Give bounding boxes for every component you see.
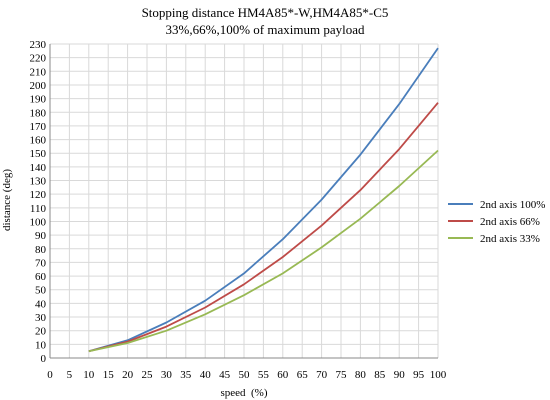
y-tick-label: 200 <box>30 80 47 92</box>
x-tick-label: 75 <box>336 369 348 381</box>
legend-label: 2nd axis 66% <box>480 216 540 228</box>
chart-title: Stopping distance HM4A85*-W,HM4A85*-C5 <box>142 5 389 20</box>
x-tick-label: 40 <box>200 369 212 381</box>
y-tick-label: 50 <box>35 285 47 297</box>
y-tick-label: 140 <box>30 162 47 174</box>
y-tick-label: 30 <box>35 312 47 324</box>
x-tick-label: 60 <box>277 369 289 381</box>
y-tick-label: 210 <box>30 66 47 78</box>
y-tick-label: 60 <box>35 271 47 283</box>
y-tick-label: 100 <box>30 216 47 228</box>
y-tick-label: 160 <box>30 135 47 147</box>
x-axis: 0 5 10 15 20 25 30 35 40 45 50 55 60 65 70 75 80 85 90 95 10… <box>47 369 447 381</box>
y-tick-label: 230 <box>30 39 47 51</box>
chart-subtitle: 33%,66%,100% of maximum payload <box>166 22 365 37</box>
y-tick-label: 90 <box>35 230 47 242</box>
y-tick-label: 190 <box>30 94 47 106</box>
x-tick-label: 50 <box>239 369 251 381</box>
x-tick-label: 85 <box>374 369 386 381</box>
y-axis-label: distance (deg) <box>1 169 13 231</box>
x-tick-label: 65 <box>297 369 309 381</box>
x-tick-label: 70 <box>316 369 328 381</box>
series-line-2 <box>88 102 439 353</box>
x-tick-label: 90 <box>394 369 406 381</box>
legend: 2nd axis 100% 2nd axis 66% 2nd axis 33% <box>448 199 545 245</box>
series-line-1 <box>88 47 439 353</box>
x-tick-label: 30 <box>161 369 173 381</box>
x-tick-label: 55 <box>258 369 270 381</box>
y-tick-label: 40 <box>35 298 47 310</box>
plot-area <box>88 47 439 353</box>
y-tick-label: 120 <box>30 189 47 201</box>
y-tick-label: 220 <box>30 53 47 65</box>
x-tick-label: 5 <box>67 369 73 381</box>
series-line-3 <box>88 149 439 353</box>
x-tick-label: 95 <box>413 369 425 381</box>
legend-label: 2nd axis 100% <box>480 199 545 211</box>
y-tick-label: 80 <box>35 244 47 256</box>
grid <box>49 43 439 359</box>
x-axis-label: speed (%) <box>220 387 267 399</box>
y-tick-label: 150 <box>30 148 47 160</box>
x-tick-label: 20 <box>122 369 134 381</box>
y-tick-label: 180 <box>30 107 47 119</box>
legend-label: 2nd axis 33% <box>480 233 540 245</box>
y-tick-label: 130 <box>30 176 47 188</box>
x-tick-label: 10 <box>83 369 95 381</box>
y-tick-label: 10 <box>35 339 47 351</box>
y-tick-label: 170 <box>30 121 47 133</box>
y-tick-label: 110 <box>30 203 47 215</box>
x-tick-label: 80 <box>355 369 367 381</box>
x-tick-label: 100 <box>430 369 447 381</box>
x-tick-label: 0 <box>47 369 53 381</box>
y-tick-label: 20 <box>35 326 47 338</box>
x-tick-label: 15 <box>103 369 115 381</box>
x-tick-label: 35 <box>180 369 192 381</box>
x-tick-label: 25 <box>142 369 154 381</box>
y-tick-label: 70 <box>35 257 47 269</box>
y-tick-label: 0 <box>41 353 47 365</box>
x-tick-label: 45 <box>219 369 231 381</box>
